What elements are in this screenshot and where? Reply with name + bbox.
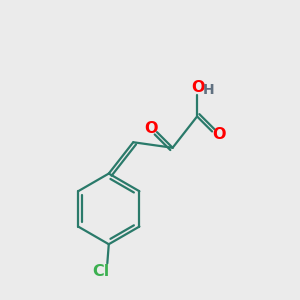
Text: O: O [191,80,205,95]
Text: H: H [202,83,214,97]
Text: Cl: Cl [92,264,110,279]
Text: O: O [144,121,157,136]
Text: O: O [212,128,225,142]
